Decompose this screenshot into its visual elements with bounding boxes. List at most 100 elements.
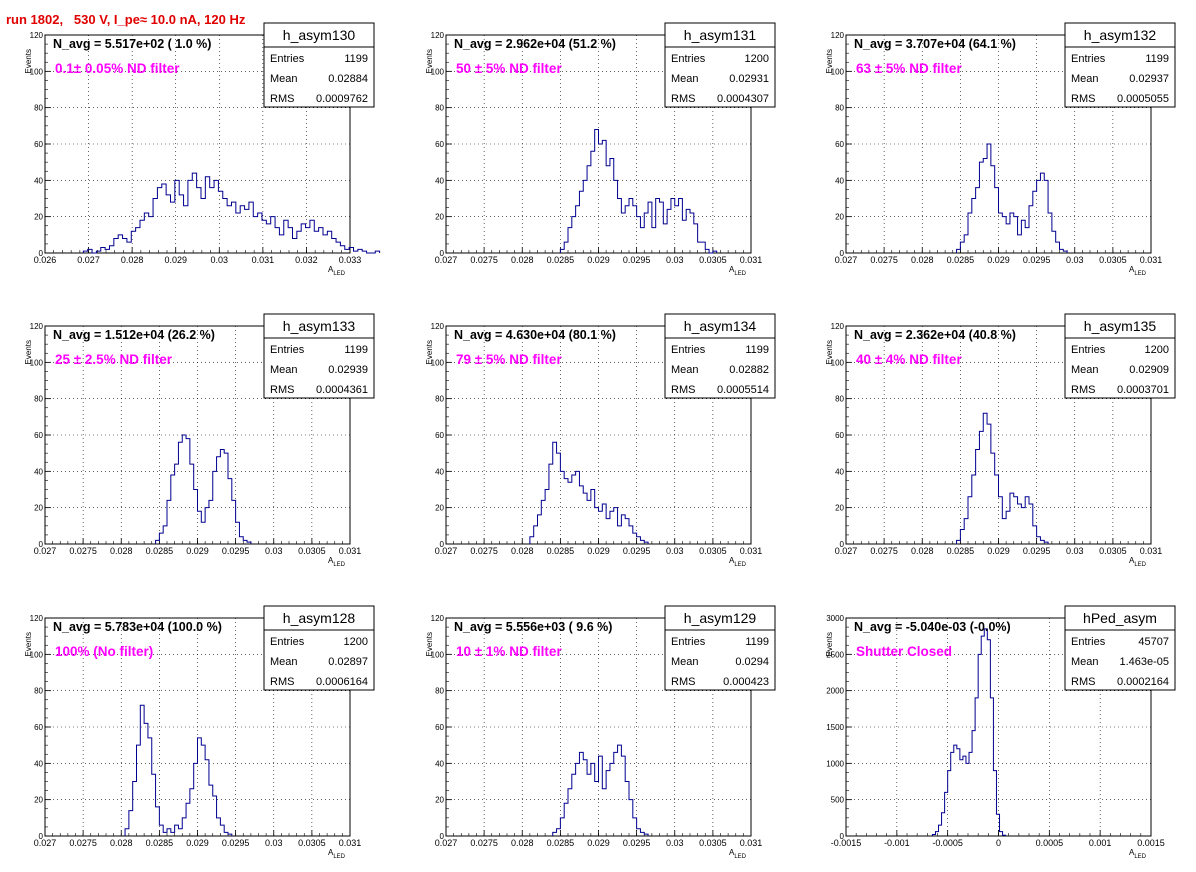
histogram-panel-hPed_asym: -0.0015 -0.001 -0.0005 0 0.0005 0.001 0.0015 0 5… [825,605,1176,860]
x-tick-label: 0.027 [34,838,57,848]
filter-label: Shutter Closed [856,644,952,659]
y-tick-label: 60 [435,140,444,149]
stats-key: Mean [671,364,699,376]
x-tick-label: 0.0305 [298,546,326,556]
stats-key: Entries [671,636,706,648]
filter-label: 0.1± 0.05% ND filter [55,61,180,76]
y-tick-label: 40 [835,467,844,476]
stats-box [1064,337,1176,399]
x-tick-label: 0.028 [511,255,534,265]
y-tick-label: 80 [435,104,444,113]
x-tick-label: 0.03 [666,255,684,265]
x-tick-label: 0.031 [740,255,763,265]
stats-title-box [263,22,375,48]
stats-key: Mean [1071,656,1099,668]
x-tick-label: 0.031 [339,546,362,556]
navg-label: N_avg = -5.040e-03 (-0.0%) [854,620,1011,634]
y-tick-label: 20 [435,213,444,222]
x-tick-label: 0.0305 [699,255,727,265]
stats-box [664,337,776,399]
y-tick-label: 80 [34,395,43,404]
x-tick-label: 0.0295 [623,255,651,265]
x-tick-label: 0.03 [1066,255,1084,265]
navg-label: N_avg = 5.517e+02 ( 1.0 %) [53,37,211,51]
x-tick-label: 0.031 [740,546,763,556]
stats-value: 0.0002164 [1117,676,1169,688]
histogram-panel-h_asym133: 0.027 0.0275 0.028 0.0285 0.029 0.0295 0.03 0.0… [24,313,375,568]
stats-title: h_asym135 [1084,318,1157,334]
stats-value: 0.02937 [1129,73,1169,85]
histogram-panel-h_asym134: 0.027 0.0275 0.028 0.0285 0.029 0.0295 0.03 0.0… [425,313,776,568]
x-tick-label: 0.0285 [547,255,575,265]
y-tick-label: 60 [435,431,444,440]
stats-key: RMS [671,676,695,688]
stats-value: 0.02884 [328,73,368,85]
y-tick-label: 120 [30,614,44,623]
y-tick-label: 100 [30,650,44,659]
x-tick-label: 0.0295 [1023,255,1051,265]
y-tick-label: 120 [431,322,445,331]
y-tick-label: 40 [435,759,444,768]
x-tick-label: 0.028 [511,546,534,556]
stats-key: Mean [270,73,298,85]
x-tick-label: 0.0275 [470,546,498,556]
y-tick-label: 120 [30,31,44,40]
y-tick-label: 80 [435,687,444,696]
y-tick-label: 2000 [826,687,844,696]
y-tick-label: 40 [34,759,43,768]
stats-box [1064,46,1176,108]
x-tick-label: 0.029 [164,255,187,265]
x-tick-label: 0.029 [987,546,1010,556]
stats-value: 0.0005514 [717,384,769,396]
stats-title: h_asym129 [684,610,757,626]
x-tick-label: 0.0305 [1099,255,1127,265]
y-tick-label: 3000 [826,614,844,623]
stats-key: Entries [671,53,706,65]
stats-title: h_asym130 [283,27,356,43]
stats-key: Mean [270,656,298,668]
filter-label: 63 ± 5% ND filter [856,61,962,76]
stats-value: 1200 [344,636,368,648]
x-tick-label: 0.027 [435,255,458,265]
histogram-panel-h_asym131: 0.027 0.0275 0.028 0.0285 0.029 0.0295 0.03 0.0… [425,22,776,277]
y-axis-label: Events [24,340,33,364]
stats-title: h_asym134 [684,318,757,334]
x-tick-label: 0.001 [1089,838,1112,848]
y-tick-label: 80 [34,104,43,113]
stats-title-box [263,313,375,339]
stats-title: h_asym133 [283,318,356,334]
stats-key: Entries [1071,344,1106,356]
navg-label: N_avg = 5.783e+04 (100.0 %) [53,620,222,634]
y-tick-label: 40 [835,176,844,185]
x-tick-label: 0.028 [121,255,144,265]
stats-key: RMS [1071,93,1095,105]
x-tick-label: 0.0305 [298,838,326,848]
histogram-series-h_asym133 [155,434,252,544]
histogram-panel-h_asym132: 0.027 0.0275 0.028 0.0285 0.029 0.0295 0.03 0.0… [825,22,1176,277]
x-tick-label: 0.027 [34,546,57,556]
x-axis-label: ALED [1129,556,1147,568]
y-tick-label: 20 [835,213,844,222]
y-tick-label: 100 [30,67,44,76]
stats-key: Entries [270,344,305,356]
x-tick-label: 0.028 [511,838,534,848]
x-tick-label: 0.027 [77,255,100,265]
x-axis-label: ALED [328,848,346,860]
filter-label: 79 ± 5% ND filter [456,352,562,367]
x-tick-label: 0.0285 [547,838,575,848]
x-tick-label: 0.0285 [146,546,174,556]
y-tick-label: 0 [440,832,445,841]
y-tick-label: 60 [34,140,43,149]
x-tick-label: 0.032 [295,255,318,265]
y-tick-label: 80 [835,395,844,404]
y-tick-label: 20 [34,213,43,222]
x-tick-label: 0.0295 [1023,546,1051,556]
stats-value: 1199 [745,636,769,648]
stats-value: 1.463e-05 [1119,656,1169,668]
stats-title-box [664,22,776,48]
x-tick-label: 0.0275 [870,255,898,265]
x-tick-label: 0.026 [34,255,57,265]
x-tick-label: 0.0285 [146,838,174,848]
navg-label: N_avg = 2.362e+04 (40.8 %) [854,328,1016,342]
